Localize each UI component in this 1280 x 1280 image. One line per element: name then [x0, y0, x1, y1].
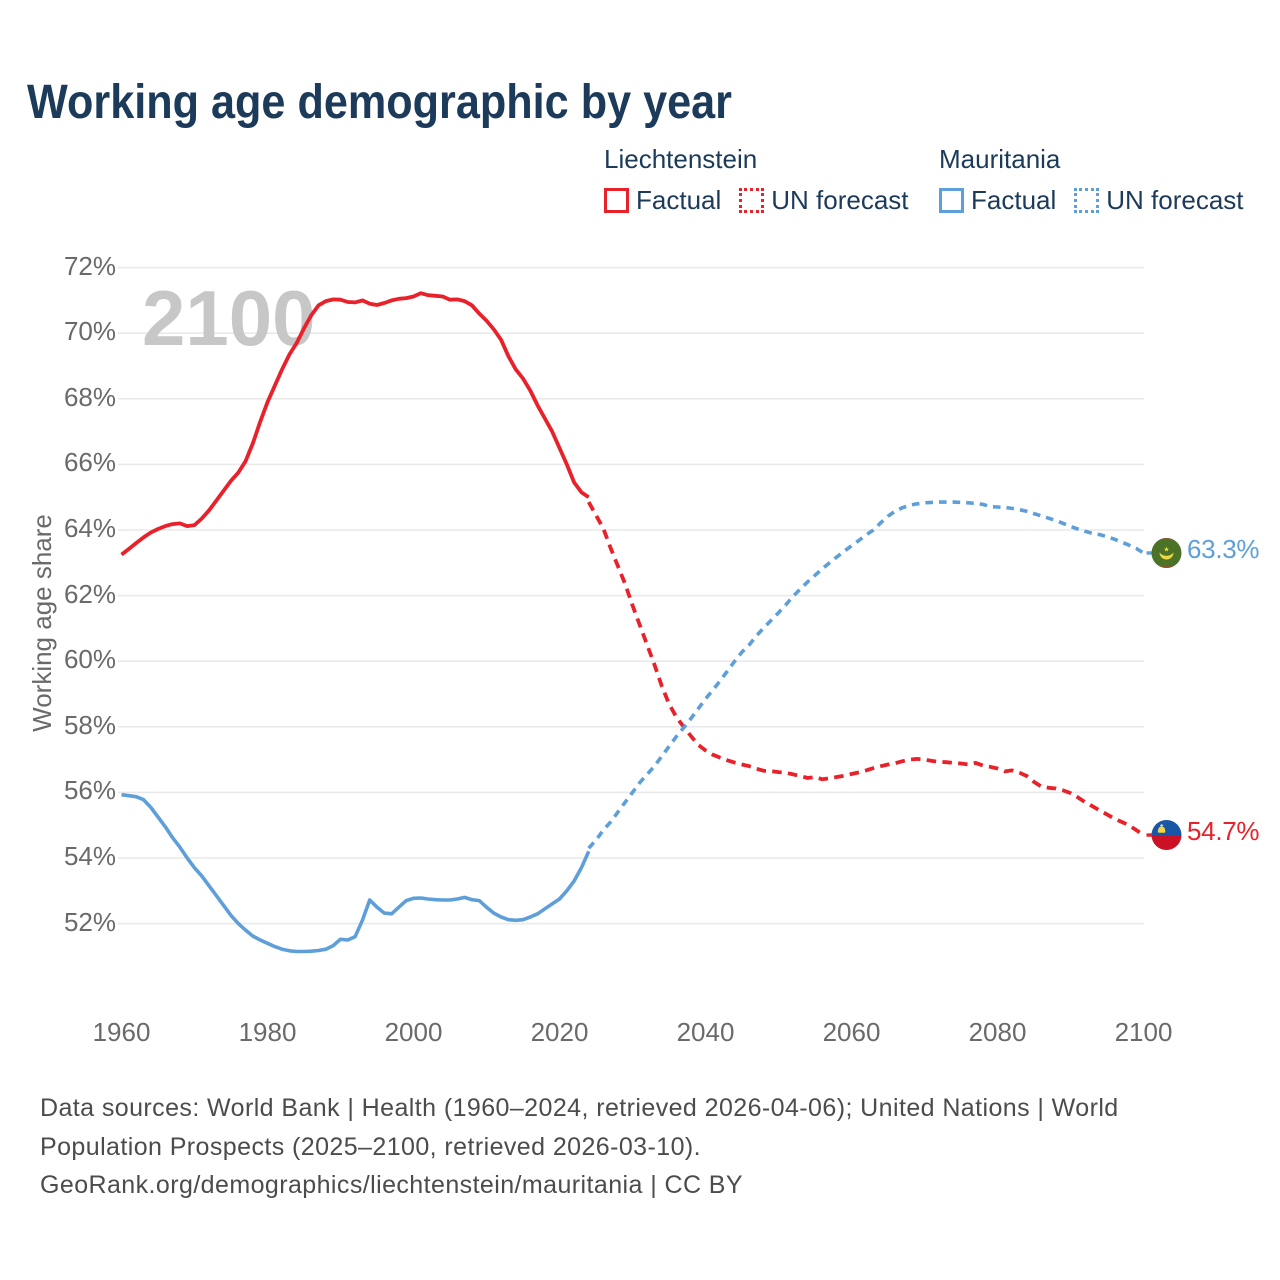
legend-group-liechtenstein: Liechtenstein Factual UN forecast [604, 146, 909, 213]
footer: Data sources: World Bank | Health (1960–… [40, 1089, 1119, 1205]
y-tick-label: 56% [63, 775, 116, 806]
liechtenstein-factual-line [120, 291, 590, 557]
y-tick-label: 72% [63, 250, 116, 281]
legend-swatch-mauritania-factual [939, 187, 964, 213]
x-tick-label: 2000 [384, 1016, 443, 1047]
legend-item-label: UN forecast [1106, 185, 1244, 215]
year-watermark: 2100 [142, 274, 316, 362]
x-tick-label: 1960 [92, 1016, 151, 1047]
end-value-label-mauritania: 63.3% [1187, 534, 1260, 564]
mauritania-factual-line [121, 792, 591, 954]
y-tick-label: 60% [63, 644, 116, 675]
x-tick-label: 2060 [822, 1016, 881, 1047]
legend-swatch-liechtenstein-forecast [739, 187, 765, 213]
legend-item-label: UN forecast [771, 185, 909, 215]
data-lines [120, 291, 1145, 954]
legend-item-label: Factual [636, 185, 722, 215]
liechtenstein-un-forecast-line [587, 501, 1145, 837]
y-tick-label: 62% [63, 578, 116, 609]
legend-group-mauritania: Mauritania Factual UN forecast [939, 146, 1244, 213]
footer-data-sources-line1: Data sources: World Bank | Health (1960–… [40, 1094, 1119, 1122]
x-tick-label: 2040 [676, 1016, 735, 1047]
footer-data-sources-line2: Population Prospects (2025–2100, retriev… [40, 1132, 702, 1161]
liechtenstein-flag-icon [1151, 820, 1182, 850]
y-axis-title: Working age share [27, 514, 57, 732]
end-value-label-liechtenstein: 54.7% [1187, 816, 1260, 846]
y-tick-label: 66% [63, 447, 116, 478]
y-tick-label: 70% [63, 316, 116, 347]
x-tick-label: 2020 [530, 1016, 589, 1047]
x-tick-label: 2100 [1114, 1016, 1173, 1047]
x-tick-label: 1980 [238, 1016, 297, 1047]
line-end-connectors [1146, 551, 1153, 837]
legend-group-label-liechtenstein: Liechtenstein [604, 144, 758, 174]
legend-group-label-mauritania: Mauritania [939, 144, 1061, 174]
y-tick-label: 68% [63, 381, 116, 412]
y-tick-label: 64% [63, 513, 116, 543]
y-tick-label: 52% [63, 906, 116, 937]
y-tick-label: 54% [63, 841, 116, 871]
x-tick-label: 2080 [968, 1016, 1027, 1047]
page-title: Working age demographic by year [27, 76, 732, 129]
y-tick-label: 58% [63, 709, 116, 740]
legend-swatch-liechtenstein-factual [604, 187, 629, 213]
footer-attribution: GeoRank.org/demographics/liechtenstein/m… [40, 1171, 743, 1200]
legend-swatch-mauritania-forecast [1074, 187, 1100, 213]
legend-item-label: Factual [971, 185, 1057, 215]
mauritania-flag-icon [1151, 538, 1182, 568]
mauritania-un-forecast-line [587, 500, 1145, 850]
